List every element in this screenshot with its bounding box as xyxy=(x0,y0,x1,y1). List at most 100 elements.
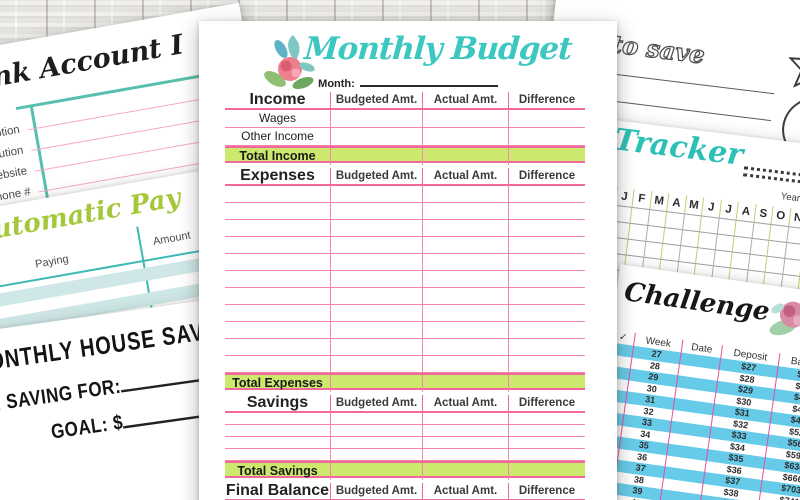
month-field: Month: xyxy=(199,77,617,90)
tracker-grid-cell xyxy=(697,232,717,250)
tracker-grid-cell xyxy=(729,252,750,270)
budget-cell xyxy=(422,128,508,145)
budget-cell xyxy=(508,220,585,236)
budget-cell xyxy=(330,203,422,219)
tracker-grid-cell xyxy=(679,230,699,248)
tracker-grid-cell xyxy=(714,234,734,252)
budget-row-label xyxy=(225,288,330,304)
budget-cell xyxy=(508,148,585,165)
budget-cell xyxy=(422,305,508,321)
page-title: Challenge xyxy=(622,277,772,328)
budget-row-label xyxy=(225,254,330,270)
tracker-grid-cell xyxy=(783,242,800,260)
budget-cell xyxy=(422,148,508,165)
budget-row xyxy=(225,220,585,237)
budget-cell xyxy=(422,356,508,372)
budget-cell xyxy=(508,413,585,424)
budget-cell xyxy=(508,237,585,253)
budget-column-header: Actual Amt. xyxy=(422,483,508,499)
budget-cell xyxy=(422,288,508,304)
tracker-grid-cell xyxy=(677,245,697,263)
budget-row xyxy=(225,203,585,220)
budget-cell xyxy=(508,339,585,355)
budget-section-header: Expenses Budgeted Amt. Actual Amt. Differen… xyxy=(225,167,585,186)
budget-column-header: Difference xyxy=(508,395,585,411)
budget-table: Income Budgeted Amt. Actual Amt. Difference… xyxy=(225,91,585,500)
budget-cell xyxy=(422,203,508,219)
budget-row xyxy=(225,271,585,288)
budget-section-name: Final Balance xyxy=(225,482,330,499)
budget-row-label: Other Income xyxy=(241,129,314,143)
tracker-month-cell: A xyxy=(666,193,686,214)
budget-total-label: Total Savings xyxy=(237,464,318,478)
budget-column-header: Budgeted Amt. xyxy=(330,92,422,108)
budget-section-header: Final Balance Budgeted Amt. Actual Amt. Dif… xyxy=(225,482,585,500)
budget-cell xyxy=(422,322,508,338)
budget-row xyxy=(225,288,585,305)
budget-row xyxy=(225,237,585,254)
dotted-line xyxy=(743,166,800,185)
budget-column-header: Actual Amt. xyxy=(422,395,508,411)
budget-cell xyxy=(508,463,585,480)
tracker-grid-cell xyxy=(662,227,682,245)
budget-total-label: Total Income xyxy=(239,149,316,163)
budget-column-header: Budgeted Amt. xyxy=(330,395,422,411)
budget-total-label: Total Expenses xyxy=(232,376,323,390)
tracker-grid-cell xyxy=(751,222,771,240)
budget-cell xyxy=(422,254,508,270)
page-title: Monthly Budget xyxy=(303,31,573,67)
budget-column-header: Difference xyxy=(508,168,585,184)
budget-cell xyxy=(330,322,422,338)
budget-cell xyxy=(330,110,422,127)
budget-row xyxy=(225,186,585,203)
budget-cell xyxy=(330,220,422,236)
budget-cell xyxy=(508,322,585,338)
tracker-grid-cell xyxy=(785,227,800,245)
budget-cell xyxy=(422,237,508,253)
budget-row: Other Income xyxy=(225,128,585,146)
tracker-grid-cell xyxy=(716,218,736,236)
budget-row-label xyxy=(225,339,330,355)
budget-cell xyxy=(508,375,585,392)
budget-row xyxy=(225,322,585,339)
budget-row-label xyxy=(225,322,330,338)
budget-cell xyxy=(508,288,585,304)
budget-cell xyxy=(508,203,585,219)
budget-cell xyxy=(330,437,422,448)
tracker-grid-cell xyxy=(664,212,684,230)
budget-cell xyxy=(330,288,422,304)
budget-cell xyxy=(330,305,422,321)
budget-row-label xyxy=(225,220,330,236)
flower-icon xyxy=(264,35,315,90)
budget-row-label xyxy=(225,356,330,372)
budget-cell xyxy=(422,220,508,236)
tracker-grid-cell xyxy=(733,220,753,238)
budget-section-header: Income Budgeted Amt. Actual Amt. Difference xyxy=(225,91,585,110)
budget-cell xyxy=(330,413,422,424)
budget-cell xyxy=(422,375,508,392)
column-header-amount: Amount xyxy=(152,229,192,248)
budget-cell xyxy=(330,375,422,392)
budget-cell xyxy=(508,449,585,460)
budget-column-header: Difference xyxy=(508,483,585,499)
budget-cell xyxy=(422,449,508,460)
budget-cell xyxy=(508,128,585,145)
budget-row-label: Wages xyxy=(259,111,296,125)
budget-cell xyxy=(330,128,422,145)
budget-section-name: Savings xyxy=(246,394,309,411)
budget-row xyxy=(225,339,585,356)
budget-row-label xyxy=(225,237,330,253)
page-monthly-budget: Monthly Budget Month: Income Budgeted Amt… xyxy=(199,21,617,500)
budget-total-row: Total Expenses xyxy=(225,373,585,392)
star-icon xyxy=(788,43,800,92)
tracker-grid-cell xyxy=(646,209,667,227)
budget-row-label xyxy=(225,203,330,219)
budget-cell xyxy=(422,271,508,287)
budget-cell xyxy=(330,449,422,460)
budget-row xyxy=(225,305,585,322)
tracker-grid-cell xyxy=(768,224,788,242)
budget-cell xyxy=(422,339,508,355)
budget-row-label xyxy=(225,413,330,424)
budget-cell xyxy=(508,425,585,436)
